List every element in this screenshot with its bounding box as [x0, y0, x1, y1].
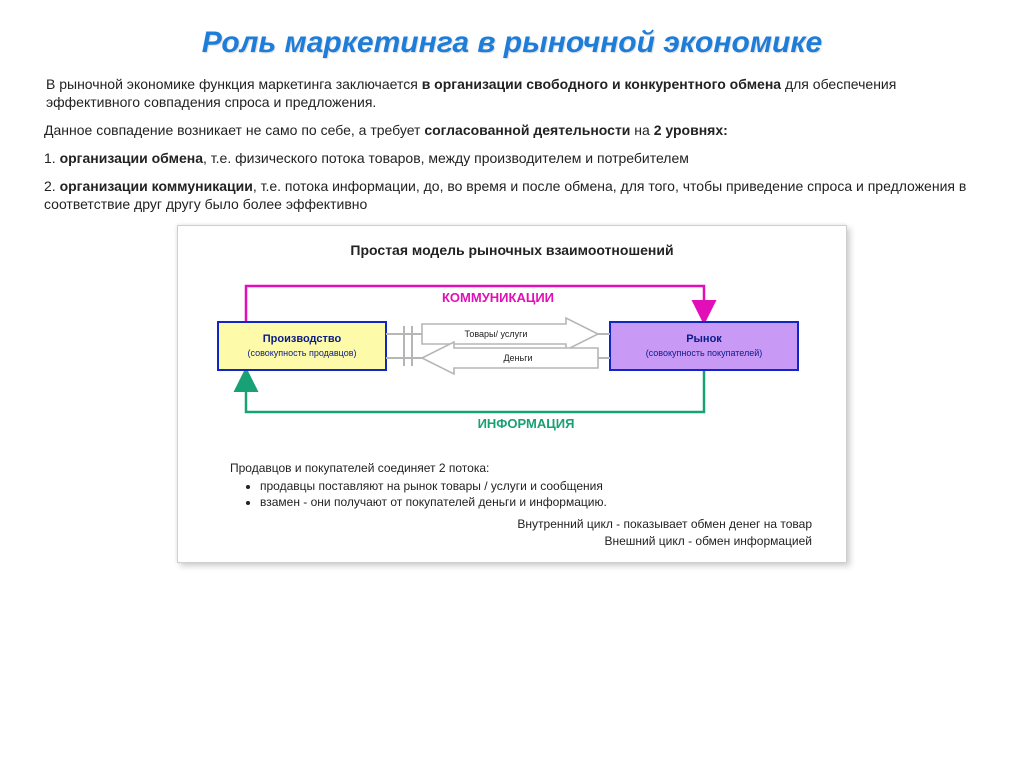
- info-arc: [246, 370, 704, 412]
- li1-post: , т.е. физического потока товаров, между…: [203, 150, 689, 166]
- info-label: ИНФОРМАЦИЯ: [478, 416, 575, 431]
- diagram-svg: КОММУНИКАЦИИ ИНФОРМАЦИЯ Производство (со…: [198, 262, 828, 452]
- cycle-note-2: Внешний цикл - обмен информацией: [198, 534, 812, 548]
- market-sub: (совокупность покупателей): [646, 348, 763, 358]
- li2-bold: организации коммуникации: [60, 178, 253, 194]
- money-label: Деньги: [503, 353, 532, 363]
- slide-title: Роль маркетинга в рыночной экономике: [44, 26, 980, 60]
- li2-pre: 2.: [44, 178, 60, 194]
- production-sub: (совокупность продавцов): [247, 348, 356, 358]
- goods-label: Товары/ услуги: [465, 329, 528, 339]
- cycle-note-1: Внутренний цикл - показывает обмен денег…: [198, 517, 812, 531]
- legend-intro: Продавцов и покупателей соединяет 2 пото…: [230, 461, 826, 475]
- list-item-1: 1. организации обмена, т.е. физического …: [44, 150, 980, 168]
- market-title: Рынок: [686, 333, 722, 345]
- p1-pre: В рыночной экономике функция маркетинга …: [46, 76, 422, 92]
- comm-label: КОММУНИКАЦИИ: [442, 290, 554, 305]
- p1-bold: в организации свободного и конкурентного…: [422, 76, 781, 92]
- legend-bullet-1: продавцы поставляют на рынок товары / ус…: [260, 479, 826, 493]
- diagram-title: Простая модель рыночных взаимоотношений: [198, 242, 826, 258]
- legend-block: Продавцов и покупателей соединяет 2 пото…: [198, 461, 826, 509]
- list-item-2: 2. организации коммуникации, т.е. потока…: [44, 178, 980, 214]
- p2-bold1: согласованной деятельности: [424, 122, 630, 138]
- legend-bullet-2: взамен - они получают от покупателей ден…: [260, 495, 826, 509]
- market-box: [610, 322, 798, 370]
- production-box: [218, 322, 386, 370]
- paragraph-1: В рыночной экономике функция маркетинга …: [46, 76, 980, 112]
- li1-pre: 1.: [44, 150, 60, 166]
- p2-pre: Данное совпадение возникает не само по с…: [44, 122, 424, 138]
- p2-mid: на: [630, 122, 653, 138]
- paragraph-2: Данное совпадение возникает не само по с…: [44, 122, 980, 140]
- diagram-card: Простая модель рыночных взаимоотношений …: [177, 225, 847, 563]
- li1-bold: организации обмена: [60, 150, 203, 166]
- production-title: Производство: [263, 333, 342, 345]
- p2-bold2: 2 уровнях:: [654, 122, 728, 138]
